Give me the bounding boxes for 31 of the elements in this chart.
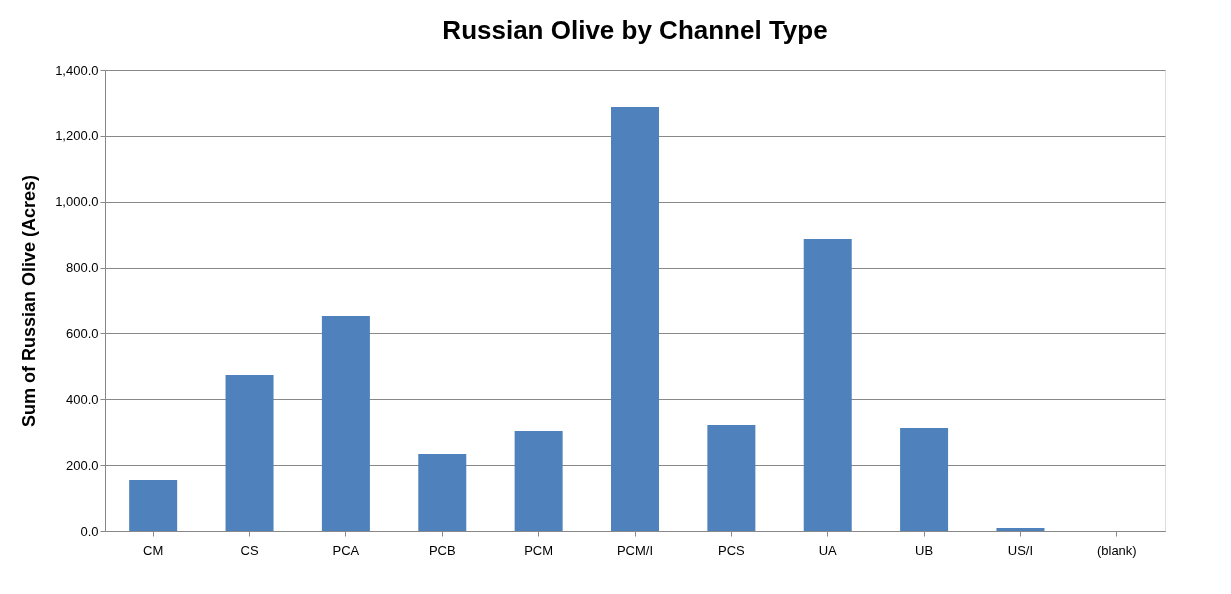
bar (611, 106, 659, 531)
y-tick-label: 1,200.0 (55, 128, 99, 144)
bar (803, 238, 852, 531)
y-tick-label: 400.0 (65, 391, 99, 407)
bar (225, 374, 274, 531)
x-tick-label: CM (143, 542, 164, 558)
x-tick-label: UA (818, 542, 838, 558)
x-tick-label: PCB (428, 542, 456, 558)
bar (707, 424, 756, 531)
x-tick-label: PCA (332, 542, 360, 558)
x-tick-label: PCS (718, 542, 746, 558)
y-tick-label: 0.0 (80, 523, 99, 539)
bar (418, 453, 467, 531)
x-tick-label: PCM (524, 542, 554, 558)
x-tick-label: US/I (1007, 542, 1034, 558)
y-axis-title: Sum of Russian Olive (Acres) (19, 174, 40, 428)
x-tick-label: UB (915, 542, 934, 558)
chart-title: Russian Olive by Channel Type (442, 15, 828, 45)
y-tick-label: 1,000.0 (55, 194, 99, 210)
bar (996, 528, 1045, 531)
x-tick-label: CS (240, 542, 259, 558)
bar (514, 430, 563, 531)
bar (129, 479, 178, 531)
x-tick-label: PCM/I (616, 542, 654, 558)
x-tick-label: (blank) (1096, 542, 1137, 558)
y-tick-label: 200.0 (65, 457, 99, 473)
bar (321, 315, 370, 531)
bar (900, 427, 949, 531)
y-tick-label: 800.0 (65, 260, 99, 276)
y-tick-label: 600.0 (65, 325, 99, 341)
y-tick-label: 1,400.0 (55, 62, 99, 78)
